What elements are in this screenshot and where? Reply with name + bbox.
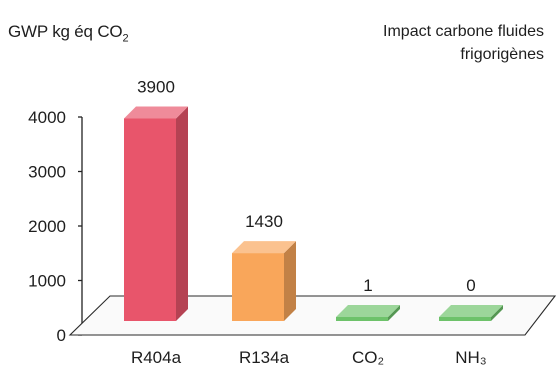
- x-tick-label: CO₂: [352, 348, 384, 367]
- x-tick-label: R404a: [131, 348, 182, 367]
- bar-value-label: 3900: [137, 77, 175, 96]
- y-tick-label: 4000: [28, 108, 66, 127]
- bar-value-label: 1: [363, 276, 372, 295]
- y-tick-label: 2000: [28, 217, 66, 236]
- y-axis-label: GWP kg éq CO2: [8, 22, 129, 45]
- bar-top: [232, 241, 296, 254]
- bar-value-label: 0: [466, 276, 475, 295]
- y-tick-label: 3000: [28, 163, 66, 182]
- bar: [336, 317, 388, 321]
- bar-side: [176, 106, 188, 321]
- bar-top: [439, 305, 503, 317]
- bar-top: [336, 305, 400, 317]
- bar-value-label: 1430: [245, 212, 283, 231]
- y-tick-label: 1000: [28, 272, 66, 291]
- chart-floor: [68, 295, 557, 336]
- bar: [124, 118, 176, 321]
- y-tick-label: 0: [57, 326, 66, 345]
- bar-side: [491, 305, 503, 321]
- x-tick-label: NH₃: [455, 348, 486, 367]
- bar-top: [124, 106, 188, 119]
- bar-side: [284, 241, 296, 321]
- bar: [232, 253, 284, 321]
- chart-title: Impact carbone fluides frigorigènes: [383, 23, 544, 63]
- bar: [439, 317, 491, 321]
- bar-side: [388, 305, 400, 321]
- x-tick-label: R134a: [239, 348, 290, 367]
